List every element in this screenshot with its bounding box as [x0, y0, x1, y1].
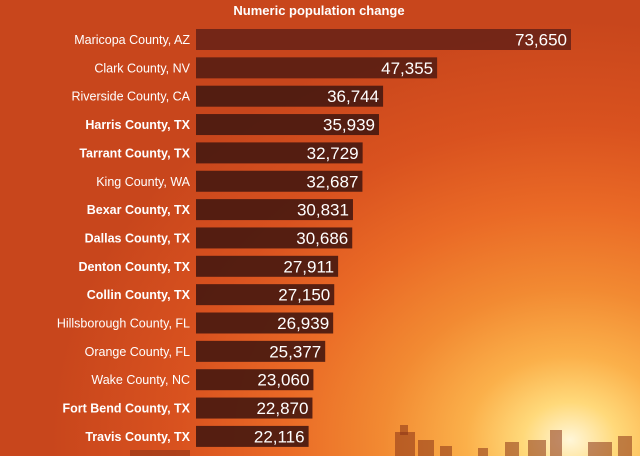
- value-label-11: 26,939: [277, 314, 329, 333]
- bar-3: [196, 85, 384, 107]
- bar-1: [196, 29, 571, 50]
- bar-2: [196, 57, 438, 79]
- bar-14: [196, 397, 313, 419]
- category-label-2: Clark County, NV: [94, 61, 190, 75]
- chart-title: Numeric population change: [233, 3, 404, 18]
- bar-12: [196, 340, 326, 362]
- bar-5: [196, 142, 363, 164]
- bar-rows: Maricopa County, AZ 73,650 Clark County, N…: [57, 29, 571, 447]
- category-label-7: Bexar County, TX: [87, 203, 191, 217]
- value-label-14: 22,870: [256, 399, 308, 418]
- value-label-3: 36,744: [327, 87, 379, 106]
- value-label-10: 27,150: [278, 286, 330, 305]
- value-label-6: 32,687: [306, 172, 358, 191]
- category-label-11: Hillsborough County, FL: [57, 317, 190, 331]
- bar-11: [196, 312, 334, 334]
- bar-6: [196, 170, 363, 192]
- category-label-3: Riverside County, CA: [71, 90, 190, 104]
- value-label-12: 25,377: [269, 342, 321, 361]
- category-label-8: Dallas County, TX: [85, 231, 191, 245]
- category-label-5: Tarrant County, TX: [79, 146, 190, 160]
- value-label-4: 35,939: [323, 116, 375, 135]
- category-label-12: Orange County, FL: [85, 345, 190, 359]
- value-label-1: 73,650: [515, 31, 567, 50]
- bar-10: [196, 284, 335, 306]
- city-skyline-silhouette: [130, 425, 632, 456]
- value-label-13: 23,060: [257, 371, 309, 390]
- category-label-9: Denton County, TX: [78, 260, 190, 274]
- category-label-14: Fort Bend County, TX: [62, 402, 190, 416]
- bar-9: [196, 255, 339, 277]
- value-label-15: 22,116: [254, 427, 305, 446]
- category-label-1: Maricopa County, AZ: [74, 33, 190, 47]
- category-label-15: Travis County, TX: [85, 430, 190, 444]
- bar-8: [196, 227, 353, 249]
- bar-7: [196, 199, 353, 221]
- category-label-10: Collin County, TX: [87, 288, 191, 302]
- bar-15: [196, 425, 309, 447]
- value-label-9: 27,911: [283, 257, 334, 276]
- category-label-6: King County, WA: [96, 175, 190, 189]
- category-label-4: Harris County, TX: [85, 118, 190, 132]
- value-label-5: 32,729: [307, 144, 359, 163]
- value-label-7: 30,831: [297, 201, 349, 220]
- bar-13: [196, 369, 314, 391]
- category-label-13: Wake County, NC: [91, 373, 190, 387]
- bar-4: [196, 114, 379, 136]
- value-label-2: 47,355: [381, 59, 433, 78]
- value-label-8: 30,686: [296, 229, 348, 248]
